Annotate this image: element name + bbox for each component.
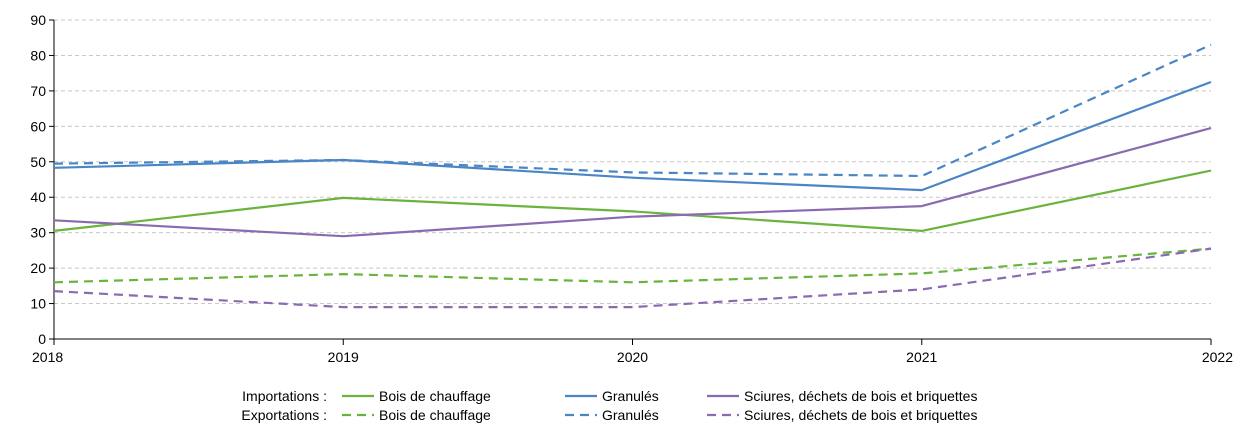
y-tick-label: 70 <box>30 83 46 99</box>
y-tick-label: 80 <box>30 47 46 63</box>
axes <box>49 19 1212 345</box>
y-tick-label: 30 <box>30 225 46 241</box>
x-tick-label: 2022 <box>1202 349 1233 365</box>
series-line-import-1 <box>53 80 1212 192</box>
x-tick-label: 2021 <box>906 349 937 365</box>
series-line-export-5 <box>53 247 1212 309</box>
legend-group-label: Importations : <box>242 388 327 404</box>
x-tick-label: 2018 <box>32 349 63 365</box>
legend-entry-label: Granulés <box>602 407 659 423</box>
y-tick-label: 20 <box>30 260 46 276</box>
series-lines <box>53 43 1212 309</box>
series-line-import-0 <box>53 169 1212 232</box>
legend-group-label: Exportations : <box>241 407 327 423</box>
legend-entry-label: Sciures, déchets de bois et briquettes <box>744 388 977 404</box>
legend-entry-label: Sciures, déchets de bois et briquettes <box>744 407 977 423</box>
legend: Importations : Bois de chauffage Granulés S… <box>241 388 977 423</box>
y-tick-label: 10 <box>30 296 46 312</box>
y-tick-label: 40 <box>30 189 46 205</box>
x-tick-label: 2020 <box>617 349 648 365</box>
y-tick-label: 0 <box>38 331 46 347</box>
x-tick-label: 2019 <box>328 349 359 365</box>
legend-entry-label: Bois de chauffage <box>379 388 491 404</box>
y-tick-label: 60 <box>30 118 46 134</box>
legend-entry-label: Bois de chauffage <box>379 407 491 423</box>
series-line-export-4 <box>53 43 1212 178</box>
series-line-import-2 <box>53 127 1212 238</box>
legend-entry-label: Granulés <box>602 388 659 404</box>
y-tick-label: 90 <box>30 12 46 28</box>
y-tick-label: 50 <box>30 154 46 170</box>
tick-labels: 0 10 20 30 40 50 60 70 80 90 2018 2019 2020 2021 2022 <box>30 12 1233 365</box>
series-line-export-3 <box>53 247 1212 284</box>
